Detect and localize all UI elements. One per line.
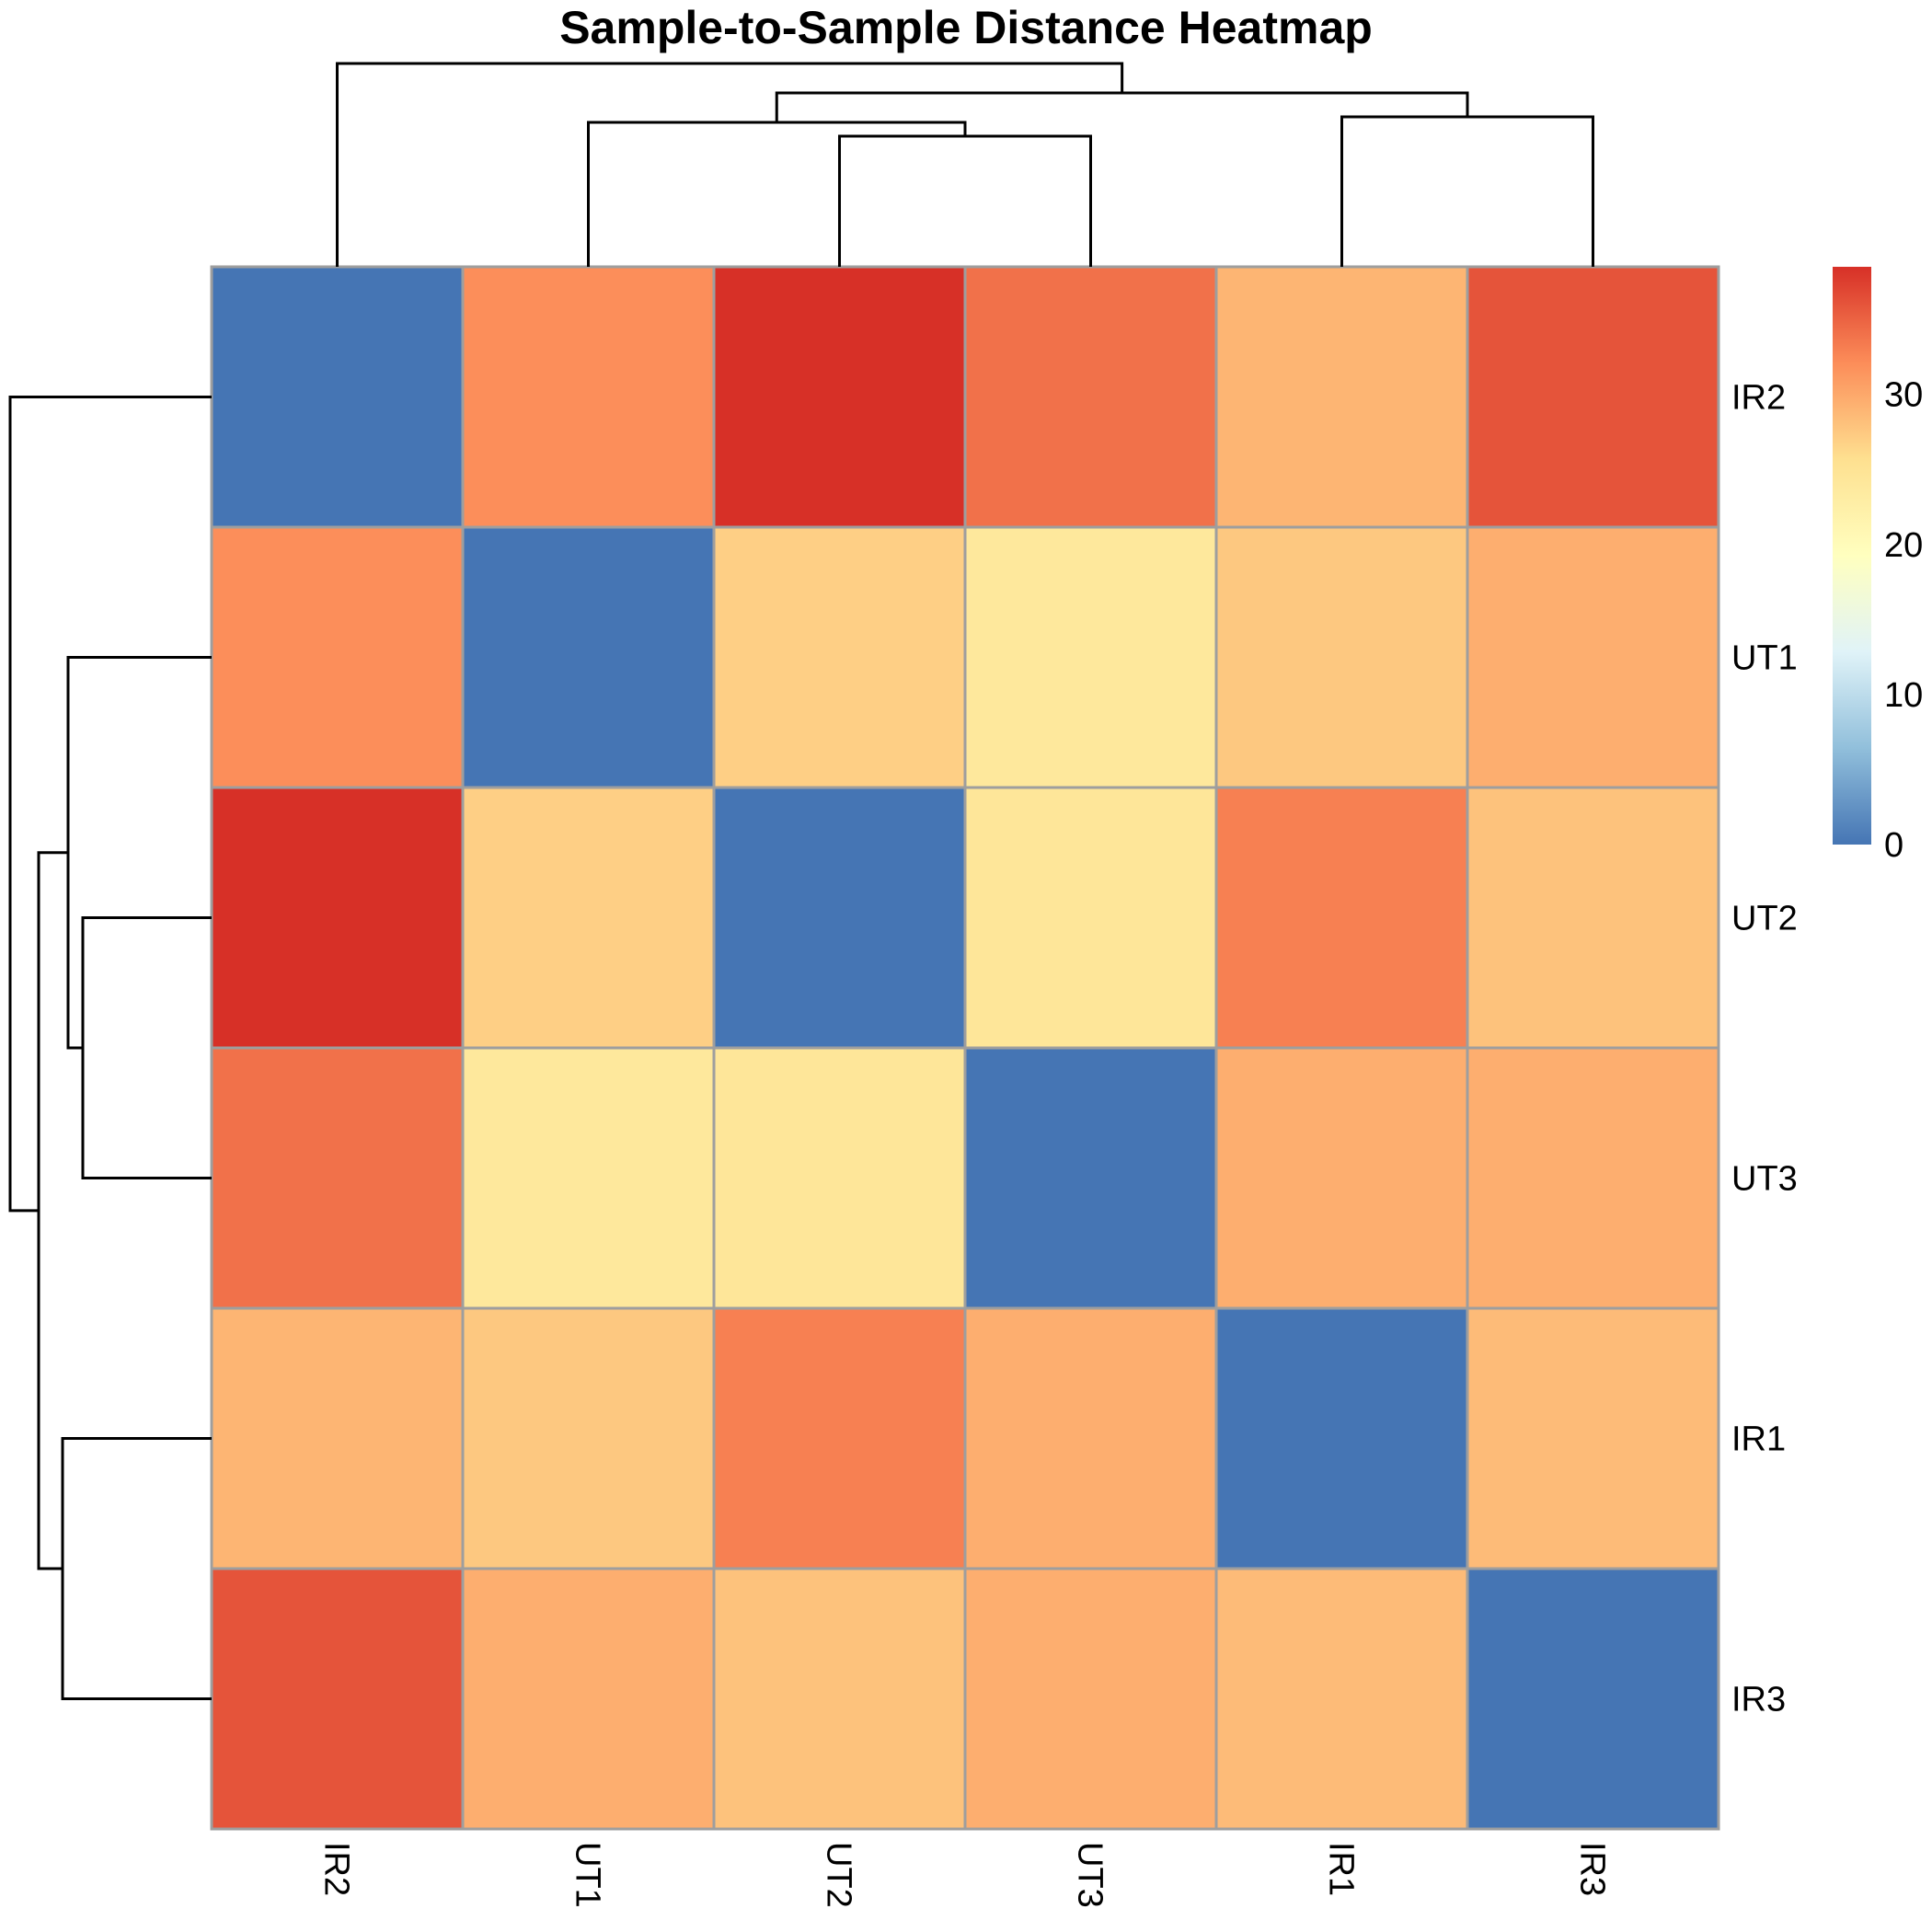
heatmap-cell-ir3-ir2 bbox=[210, 1567, 465, 1831]
column-label-ut2: UT2 bbox=[820, 1842, 858, 1908]
row-merge-ir1-ir3 bbox=[61, 1437, 212, 1700]
row-label-ut3: UT3 bbox=[1731, 1160, 1798, 1199]
heatmap-cell-ir2-ir1 bbox=[1214, 265, 1469, 529]
heatmap-cells bbox=[210, 265, 1720, 1831]
heatmap-cell-ut2-ir2 bbox=[210, 786, 465, 1050]
heatmap-cell-ut3-ut1 bbox=[461, 1046, 716, 1310]
heatmap-cell-ir3-ir3 bbox=[1466, 1567, 1720, 1831]
legend-tick-0: 0 bbox=[1884, 826, 1903, 865]
heatmap-cell-ut2-ir1 bbox=[1214, 786, 1469, 1050]
heatmap-cell-ir3-ut1 bbox=[461, 1567, 716, 1831]
column-labels: IR2 UT1 UT2 UT3 IR1 IR3 bbox=[317, 1842, 1612, 1908]
heatmap-cell-ut1-ut1 bbox=[461, 525, 716, 789]
heatmap-cell-ut1-ir3 bbox=[1466, 525, 1720, 789]
heatmap-cell-ir1-ut3 bbox=[963, 1306, 1218, 1570]
row-merge-root bbox=[8, 396, 212, 1213]
color-legend: 0 10 20 30 bbox=[1833, 267, 1923, 865]
heatmap-cell-ir2-ut2 bbox=[712, 265, 967, 529]
row-label-ir1: IR1 bbox=[1731, 1420, 1786, 1459]
column-label-ir1: IR1 bbox=[1322, 1842, 1361, 1896]
col-merge-ut2-ut3 bbox=[838, 134, 1092, 267]
heatmap-cell-ut2-ut3 bbox=[963, 786, 1218, 1050]
legend-tick-20: 20 bbox=[1884, 526, 1923, 565]
column-label-ut1: UT1 bbox=[569, 1842, 607, 1908]
heatmap-cell-ir1-ir1 bbox=[1214, 1306, 1469, 1570]
column-dendrogram bbox=[336, 62, 1594, 267]
column-label-ir2: IR2 bbox=[317, 1842, 356, 1896]
heatmap-cell-ut1-ir2 bbox=[210, 525, 465, 789]
heatmap-cell-ir2-ut3 bbox=[963, 265, 1218, 529]
legend-colorbar bbox=[1833, 267, 1871, 845]
heatmap-cell-ir1-ut1 bbox=[461, 1306, 716, 1570]
heatmap-cell-ut1-ut3 bbox=[963, 525, 1218, 789]
legend-tick-30: 30 bbox=[1884, 376, 1923, 415]
heatmap-cell-ir3-ut2 bbox=[712, 1567, 967, 1831]
heatmap-cell-ir3-ut3 bbox=[963, 1567, 1218, 1831]
heatmap-cell-ut3-ut2 bbox=[712, 1046, 967, 1310]
heatmap-cell-ut3-ir3 bbox=[1466, 1046, 1720, 1310]
legend-tick-10: 10 bbox=[1884, 676, 1923, 715]
row-label-ut2: UT2 bbox=[1731, 900, 1798, 938]
row-label-ir2: IR2 bbox=[1731, 379, 1786, 418]
column-label-ut3: UT3 bbox=[1071, 1842, 1110, 1908]
heatmap-cell-ir2-ut1 bbox=[461, 265, 716, 529]
row-label-ut1: UT1 bbox=[1731, 639, 1798, 678]
col-merge-root bbox=[336, 62, 1124, 267]
heatmap-cell-ir1-ir3 bbox=[1466, 1306, 1720, 1570]
heatmap-cell-ut1-ut2 bbox=[712, 525, 967, 789]
heatmap-cell-ir1-ut2 bbox=[712, 1306, 967, 1570]
heatmap-cell-ut3-ir2 bbox=[210, 1046, 465, 1310]
col-merge-ut1-ut23 bbox=[587, 121, 967, 267]
heatmap-cell-ir2-ir3 bbox=[1466, 265, 1720, 529]
col-merge-ir1-ir3 bbox=[1340, 115, 1594, 267]
heatmap-cell-ut3-ir1 bbox=[1214, 1046, 1469, 1310]
row-dendrogram bbox=[8, 396, 212, 1700]
heatmap-cell-ut1-ir1 bbox=[1214, 525, 1469, 789]
heatmap-cell-ut3-ut3 bbox=[963, 1046, 1218, 1310]
row-labels: IR2 UT1 UT2 UT3 IR1 IR3 bbox=[1731, 379, 1798, 1719]
heatmap-cell-ir1-ir2 bbox=[210, 1306, 465, 1570]
chart-title: Sample-to-Sample Distance Heatmap bbox=[559, 2, 1373, 53]
row-label-ir3: IR3 bbox=[1731, 1681, 1786, 1719]
heatmap-cell-ir3-ir1 bbox=[1214, 1567, 1469, 1831]
heatmap-cell-ut2-ut2 bbox=[712, 786, 967, 1050]
heatmap-cell-ir2-ir2 bbox=[210, 265, 465, 529]
row-merge-ut1-ut23 bbox=[66, 656, 212, 1050]
column-label-ir3: IR3 bbox=[1573, 1842, 1612, 1896]
heatmap-cell-ut2-ut1 bbox=[461, 786, 716, 1050]
row-merge-ut2-ut3 bbox=[81, 916, 212, 1179]
heatmap-cell-ut2-ir3 bbox=[1466, 786, 1720, 1050]
